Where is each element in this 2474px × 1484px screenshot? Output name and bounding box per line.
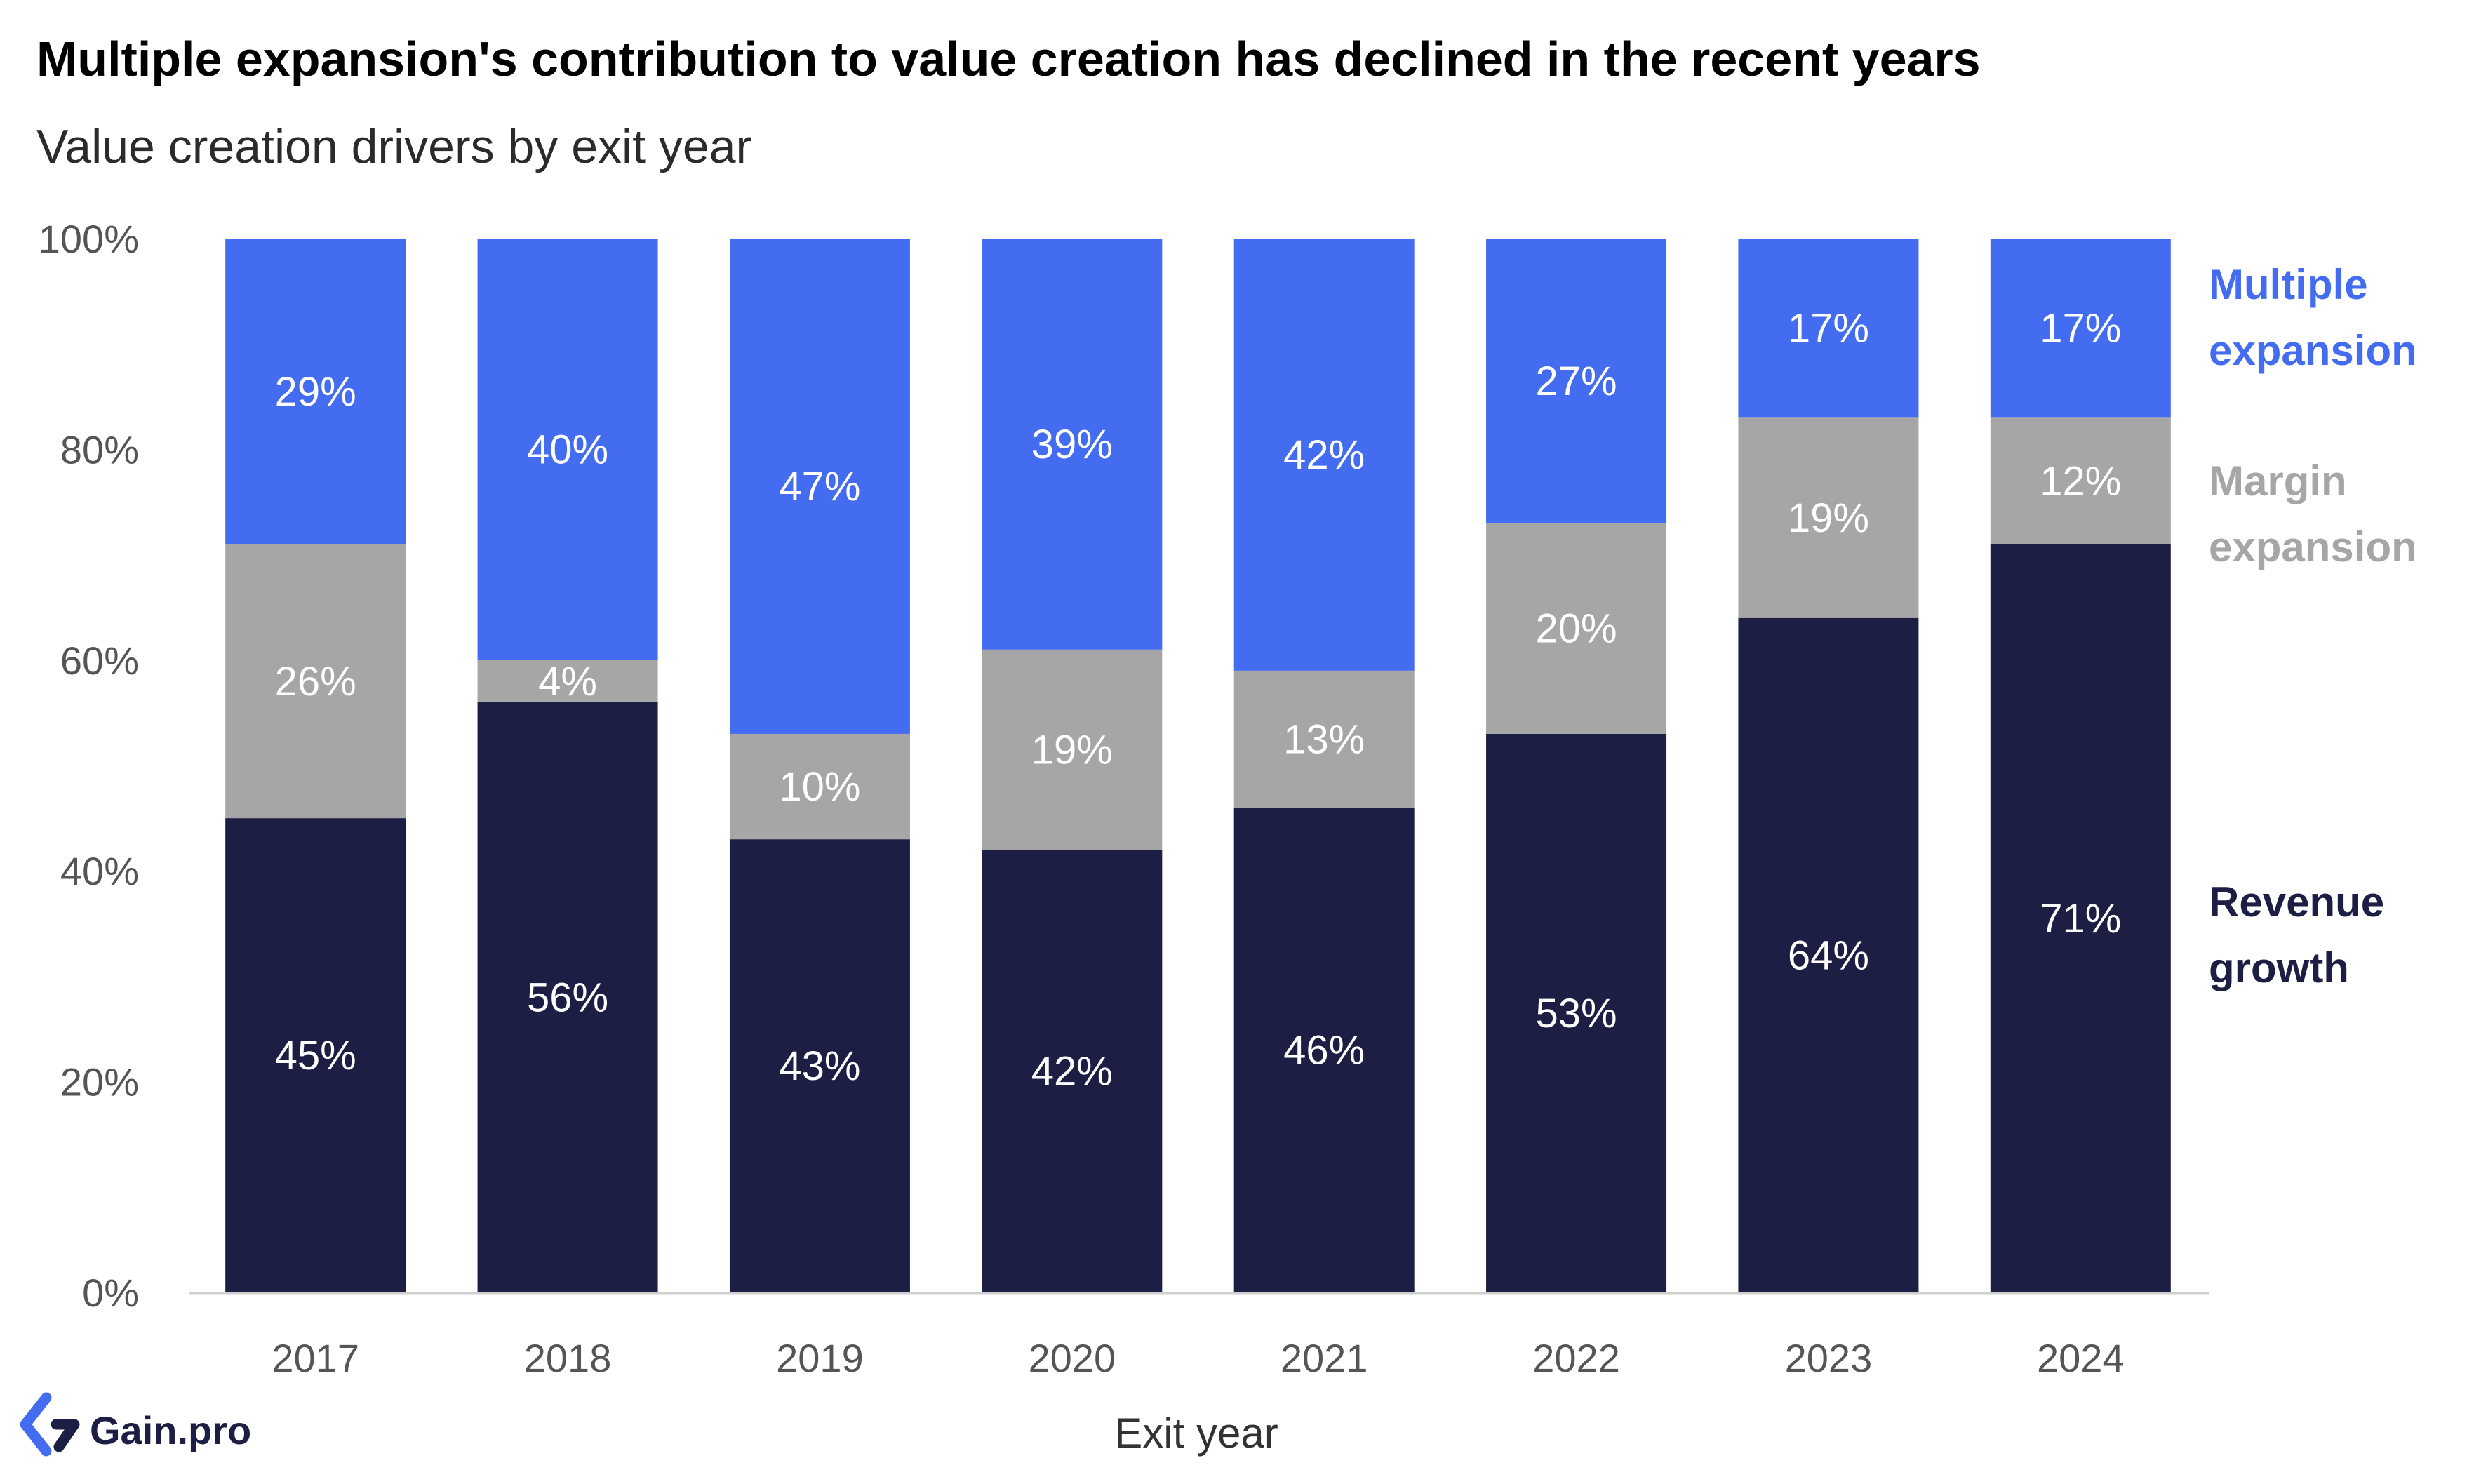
bar-segment-revenue-growth: [1233, 808, 1415, 1292]
x-axis-title: Exit year: [1114, 1410, 1278, 1457]
y-axis: 0% 20% 40% 60% 80% 100%: [39, 217, 139, 1315]
legend-label-multiple-expansion: expansion: [2209, 327, 2417, 374]
bar-value-label: 40%: [527, 427, 608, 472]
bar-segment-multiple-expansion: [225, 239, 406, 544]
y-tick-label: 100%: [39, 217, 139, 261]
bar-segment-margin-expansion: [1738, 417, 1919, 618]
bar-segment-margin-expansion: [1233, 670, 1415, 808]
bar-segment-margin-expansion: [1486, 523, 1667, 734]
bar-segment-revenue-growth: [729, 839, 910, 1292]
x-tick-label: 2022: [1532, 1336, 1620, 1380]
bar-value-label: 17%: [1788, 306, 1869, 352]
bar-value-label: 56%: [527, 975, 608, 1020]
bar-value-label: 26%: [275, 659, 356, 704]
bar-value-label: 53%: [1536, 991, 1617, 1036]
bar-segment-revenue-growth: [1738, 617, 1919, 1292]
brand-name: Gain.pro: [90, 1408, 251, 1452]
bar-value-label: 64%: [1788, 932, 1869, 978]
bar-segment-multiple-expansion: [477, 239, 658, 660]
bar-segment-multiple-expansion: [1990, 239, 2171, 418]
bar-segment-margin-expansion: [225, 544, 406, 819]
bar-segment-revenue-growth: [225, 818, 406, 1292]
x-axis: 2017 2018 2019 2020 2021 2022 2023 2024: [189, 1292, 2209, 1380]
legend-label-revenue-growth: Revenue: [2209, 878, 2384, 925]
legend-label-revenue-growth: growth: [2209, 944, 2349, 991]
x-tick-label: 2017: [272, 1336, 359, 1380]
bar-value-label: 4%: [538, 659, 597, 704]
bar-value-label: 42%: [1031, 1049, 1113, 1095]
bars: [225, 239, 2171, 1292]
bar-labels: 45% 26% 29% 56% 4% 40% 43% 10% 47% 42% 19% 39% 46% 13…: [275, 306, 2122, 1095]
legend-label-margin-expansion: expansion: [2209, 523, 2417, 570]
bar-segment-revenue-growth: [477, 702, 658, 1292]
y-tick-label: 20%: [60, 1060, 139, 1104]
chart-title: Multiple expansion's contribution to val…: [36, 32, 1981, 86]
bar-value-label: 43%: [779, 1043, 860, 1089]
bar-value-label: 10%: [779, 764, 860, 810]
y-tick-label: 40%: [60, 849, 139, 893]
legend-label-multiple-expansion: Multiple: [2209, 261, 2368, 308]
bar-segment-margin-expansion: [982, 649, 1163, 850]
bar-segment-multiple-expansion: [1486, 239, 1667, 523]
bar-value-label: 20%: [1536, 606, 1617, 652]
bar-value-label: 17%: [2040, 306, 2121, 352]
bar-value-label: 42%: [1283, 432, 1365, 478]
chart-subtitle: Value creation drivers by exit year: [36, 120, 751, 173]
bar-value-label: 39%: [1031, 422, 1113, 467]
bar-value-label: 27%: [1536, 359, 1617, 404]
bar-segment-margin-expansion: [1990, 417, 2171, 544]
bar-segment-margin-expansion: [729, 733, 910, 840]
bar-segment-multiple-expansion: [729, 239, 910, 734]
bar-segment-margin-expansion: [477, 660, 658, 702]
bar-segment-multiple-expansion: [1738, 239, 1919, 418]
bar-segment-multiple-expansion: [1233, 239, 1415, 671]
bar-value-label: 46%: [1283, 1028, 1365, 1074]
bar-value-label: 13%: [1283, 716, 1365, 762]
bar-value-label: 19%: [1788, 495, 1869, 541]
x-tick-label: 2021: [1281, 1336, 1368, 1380]
bar-value-label: 71%: [2040, 896, 2121, 942]
bar-value-label: 29%: [275, 369, 356, 415]
x-tick-label: 2023: [1785, 1336, 1873, 1380]
bar-segment-revenue-growth: [1990, 544, 2171, 1292]
x-tick-label: 2020: [1029, 1336, 1116, 1380]
x-tick-label: 2019: [776, 1336, 864, 1380]
x-tick-label: 2018: [524, 1336, 612, 1380]
brand: Gain.pro: [20, 1392, 251, 1457]
bar-segment-revenue-growth: [1486, 733, 1667, 1292]
gain-pro-logo-icon: [20, 1392, 80, 1457]
bar-value-label: 45%: [275, 1033, 356, 1078]
bar-segment-revenue-growth: [982, 850, 1163, 1292]
legend: Revenue growth Margin expansion Multiple expa…: [2209, 261, 2417, 991]
bar-value-label: 19%: [1031, 727, 1113, 773]
legend-label-margin-expansion: Margin: [2209, 457, 2347, 504]
bar-value-label: 12%: [2040, 458, 2121, 504]
x-tick-label: 2024: [2037, 1336, 2125, 1380]
bar-value-label: 47%: [779, 464, 860, 509]
bar-segment-multiple-expansion: [982, 239, 1163, 650]
y-tick-label: 0%: [82, 1271, 139, 1315]
y-tick-label: 60%: [60, 639, 139, 683]
y-tick-label: 80%: [60, 427, 139, 472]
